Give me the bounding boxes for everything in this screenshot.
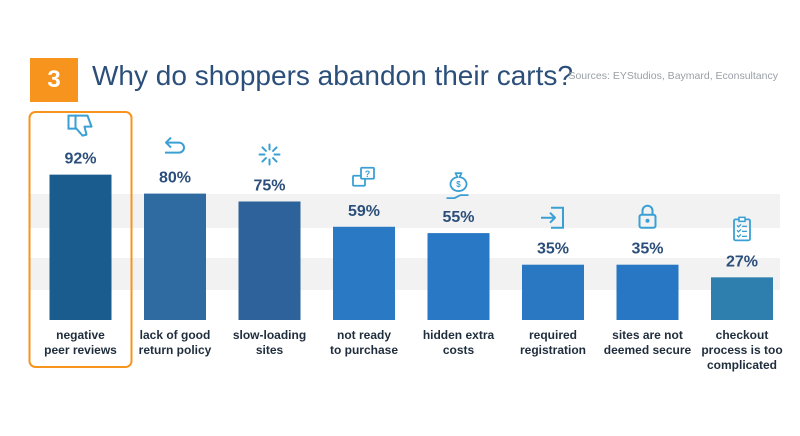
- bar-3: [238, 201, 301, 320]
- bars-group: [49, 174, 773, 320]
- svg-text:$: $: [456, 180, 461, 189]
- chart-title: Why do shoppers abandon their carts?: [92, 60, 573, 91]
- value-label-3: 75%: [253, 178, 285, 195]
- svg-text:?: ?: [365, 169, 371, 179]
- category-label-3: slow-loading sites: [233, 328, 306, 357]
- category-label-4: not ready to purchase: [330, 328, 398, 357]
- return-arrow-icon: [165, 136, 185, 154]
- step-number-badge: 3: [30, 58, 78, 102]
- loading-spinner-icon: [258, 143, 281, 166]
- category-label-6: required registration: [520, 328, 586, 357]
- thumbs-down-icon: [67, 114, 93, 137]
- bar-1: [49, 174, 112, 320]
- highlight-frame: [28, 111, 133, 368]
- category-label-2: lack of good return policy: [139, 328, 212, 357]
- bar-5: [427, 233, 490, 320]
- register-enter-icon: [541, 206, 564, 229]
- value-label-5: 55%: [442, 209, 474, 226]
- value-label-6: 35%: [537, 241, 569, 258]
- value-label-2: 80%: [159, 170, 191, 187]
- padlock-icon: [638, 204, 657, 229]
- category-label-1: negative peer reviews: [44, 328, 117, 357]
- bar-6: [522, 264, 584, 320]
- category-label-7: sites are not deemed secure: [604, 328, 692, 357]
- value-label-8: 27%: [726, 253, 758, 270]
- bar-2: [144, 193, 206, 320]
- bar-4: [333, 226, 395, 320]
- category-label-5: hidden extra costs: [423, 328, 495, 357]
- question-chat-icon: ?: [352, 166, 375, 187]
- value-label-4: 59%: [348, 203, 380, 220]
- category-label-8: checkout process is too complicated: [701, 328, 782, 372]
- category-labels-group: negative peer reviews lack of good return p…: [44, 328, 783, 372]
- bar-7: [616, 264, 679, 320]
- checklist-icon: [733, 216, 751, 242]
- money-bag-hand-icon: $: [446, 172, 469, 200]
- value-label-7: 35%: [631, 241, 663, 258]
- band-upper: [30, 194, 780, 228]
- value-label-1: 92%: [64, 151, 96, 168]
- value-labels-group: 92% 80% 75% 59% 55% 35% 35% 27%: [64, 151, 758, 271]
- bar-8: [711, 277, 773, 320]
- icons-group: ?$: [67, 114, 751, 242]
- sources-note: Sources: EYStudios, Baymard, Econsultanc…: [568, 70, 778, 82]
